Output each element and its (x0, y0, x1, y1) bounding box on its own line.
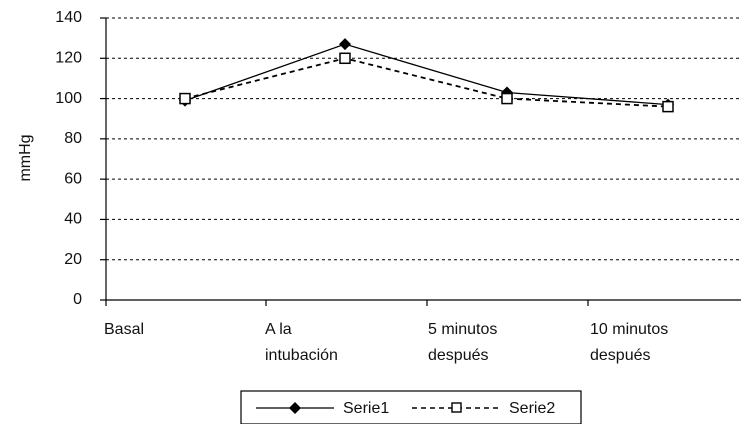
series-line (184, 43, 669, 106)
y-tick-label: 20 (64, 251, 82, 268)
x-tick-label: Basal (104, 321, 144, 338)
y-tick-label: 80 (64, 130, 82, 147)
gridlines (106, 17, 741, 261)
series-layer (179, 38, 674, 113)
y-tick-label: 140 (55, 9, 82, 26)
x-tick-label: A la intubación (265, 321, 338, 364)
data-point (501, 92, 513, 105)
x-tick-label: 5 minutos después (428, 321, 497, 364)
data-point (339, 52, 351, 65)
x-tick-labels: Basal A la intubación 5 minutos después 10 mi… (104, 300, 668, 364)
legend: Serie1 Serie2 (240, 390, 582, 424)
y-axis-label: mmHg (17, 134, 34, 181)
legend-box (240, 390, 582, 424)
data-point (179, 92, 191, 105)
axes (105, 18, 741, 301)
y-tick-labels: 0 20 40 60 80 100 120 140 (55, 9, 106, 308)
legend-serie1-marker (289, 402, 301, 414)
y-tick-label: 0 (73, 291, 82, 308)
series-line (184, 57, 669, 108)
data-point (339, 38, 351, 51)
x-tick-label: 10 minutos después (590, 321, 668, 364)
y-tick-label: 60 (64, 170, 82, 187)
series-2 (179, 52, 674, 113)
series-1 (179, 38, 674, 111)
legend-serie2-label: Serie2 (509, 400, 555, 417)
y-tick-label: 100 (55, 90, 82, 107)
legend-serie1-label: Serie1 (343, 400, 389, 417)
y-tick-label: 40 (64, 211, 82, 228)
data-point (662, 100, 674, 113)
legend-serie2-marker (451, 402, 462, 413)
y-tick-label: 120 (55, 50, 82, 67)
